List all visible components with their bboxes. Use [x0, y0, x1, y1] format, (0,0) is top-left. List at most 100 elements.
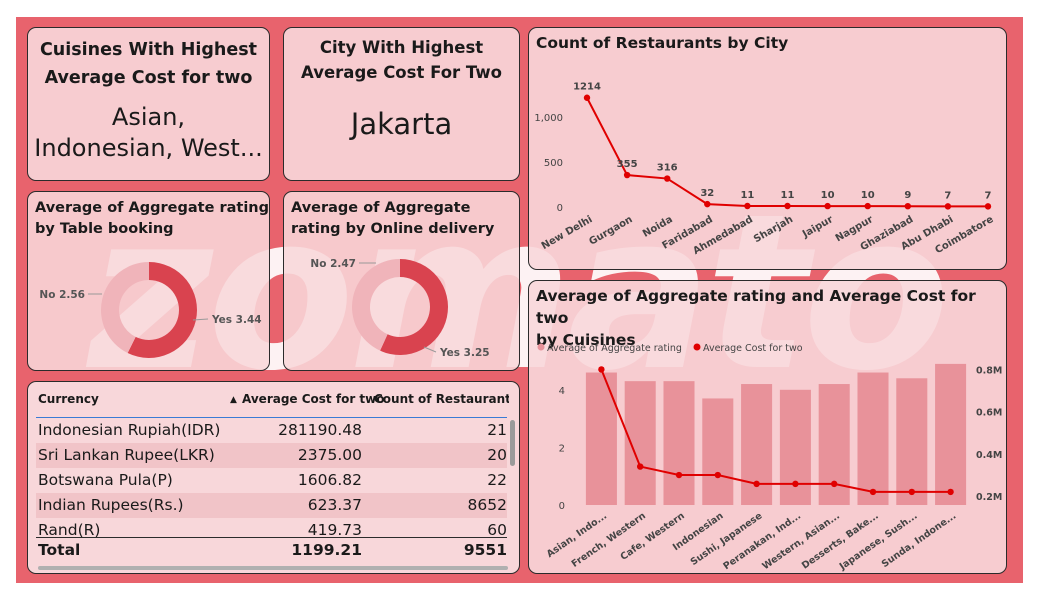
city-data-point[interactable]: [744, 202, 751, 210]
donut-slice-no[interactable]: [351, 259, 400, 351]
cuisine-cost-point[interactable]: [714, 471, 721, 479]
city-data-point[interactable]: [704, 200, 711, 208]
city-data-point[interactable]: [824, 202, 831, 210]
currency-table-card[interactable]: Currency ▲ Average Cost for two Count of…: [27, 381, 520, 574]
kpi-cuisine-card[interactable]: Cuisines With Highest Average Cost for t…: [27, 27, 270, 181]
donut-label-no: No 2.56: [39, 289, 85, 301]
cuisine-rating-bar[interactable]: [857, 372, 889, 505]
cell-currency: Indian Rupees(Rs.): [38, 496, 184, 514]
cuisine-cost-point[interactable]: [598, 366, 605, 373]
restaurants-by-city-card[interactable]: Count of Restaurants by City 0 500 1,000 12…: [528, 27, 1007, 270]
cuisine-cost-point[interactable]: [675, 471, 683, 479]
label-leader-yes: [192, 318, 209, 321]
kpi-city-card[interactable]: City With Highest Average Cost For Two J…: [283, 27, 520, 181]
cell-count: 8652: [467, 496, 507, 514]
legend-label-rating[interactable]: Average of Aggregate rating: [547, 343, 682, 354]
table-booking-title-2: by Table booking: [35, 221, 174, 237]
cuisine-cost-point[interactable]: [637, 463, 644, 470]
y-left-tick-label: 2: [559, 443, 565, 454]
donut-label-yes: Yes 3.25: [439, 347, 490, 359]
cell-count: 22: [487, 471, 507, 489]
city-data-label: 7: [944, 190, 951, 201]
cuisine-chart-title-2: by Cuisines: [536, 331, 636, 349]
cuisine-rating-bar[interactable]: [702, 398, 734, 505]
city-x-tick-label: Jaipur: [800, 214, 835, 241]
table-row[interactable]: Botswana Pula(P) 1606.82 22: [36, 468, 507, 493]
cell-count: 20: [487, 446, 507, 464]
city-data-point[interactable]: [944, 203, 952, 210]
col-header-avg-cost[interactable]: Average Cost for two: [242, 392, 385, 406]
online-delivery-title-1: Average of Aggregate: [291, 200, 471, 216]
table-row[interactable]: Indian Rupees(Rs.) 623.37 8652: [36, 493, 507, 518]
table-total-row: Total 1199.21 9551: [36, 537, 507, 563]
kpi-city-title-2: Average Cost For Two: [301, 63, 502, 82]
currency-table: Currency ▲ Average Cost for two Count of…: [28, 382, 519, 573]
online-delivery-card[interactable]: Average of Aggregate rating by Online de…: [283, 191, 520, 371]
y-left-tick-label: 0: [559, 501, 565, 512]
city-data-label: 1214: [573, 82, 601, 93]
col-header-currency[interactable]: Currency: [38, 392, 99, 406]
donut-slice-yes[interactable]: [127, 262, 197, 358]
city-x-tick-label: New Delhi: [540, 214, 595, 252]
city-data-point[interactable]: [664, 175, 671, 182]
rating-cost-cuisine-chart[interactable]: Average of Aggregate rating Average Cost …: [529, 281, 1007, 574]
cell-avg-cost: 419.73: [307, 521, 362, 537]
legend-label-cost[interactable]: Average Cost for two: [703, 343, 803, 354]
cell-currency: Botswana Pula(P): [38, 471, 173, 489]
legend-marker-rating[interactable]: [537, 343, 545, 351]
cuisine-rating-bar[interactable]: [663, 381, 695, 505]
col-header-count[interactable]: Count of Restaurants: [374, 392, 509, 406]
city-data-point[interactable]: [904, 202, 911, 210]
cuisine-rating-bar[interactable]: [896, 378, 928, 505]
city-data-point[interactable]: [864, 202, 871, 210]
online-delivery-donut[interactable]: No 2.47 Yes 3.25: [284, 192, 520, 371]
rating-cost-cuisine-card[interactable]: Average of Aggregate rating and Average …: [528, 280, 1007, 574]
table-booking-donut[interactable]: No 2.56 Yes 3.44: [28, 192, 270, 371]
donut-slice-yes[interactable]: [380, 259, 448, 355]
cell-currency: Indonesian Rupiah(IDR): [38, 421, 221, 439]
dashboard-canvas: zomato Cuisines With Highest Average Cos…: [16, 17, 1023, 583]
city-data-label: 316: [657, 163, 678, 174]
y-right-tick-label: 0.2M: [976, 492, 1002, 503]
kpi-cuisine-title-2: Average Cost for two: [44, 68, 253, 88]
table-row[interactable]: Rand(R) 419.73 60: [36, 518, 507, 537]
table-booking-card[interactable]: Average of Aggregate rating by Table boo…: [27, 191, 270, 371]
table-body: Indonesian Rupiah(IDR) 281190.48 21 Sri …: [36, 418, 507, 537]
cuisine-cost-point[interactable]: [792, 480, 799, 488]
cuisine-chart-title-1: Average of Aggregate rating and Average …: [536, 287, 976, 327]
cuisine-cost-line[interactable]: [600, 369, 951, 493]
cuisine-rating-bar[interactable]: [779, 389, 811, 505]
cuisine-cost-point[interactable]: [869, 488, 877, 496]
donut-slice-no[interactable]: [100, 262, 149, 353]
kpi-cuisine-value-1: Asian,: [111, 103, 186, 131]
legend-marker-cost[interactable]: [693, 343, 701, 351]
sort-arrow-icon[interactable]: ▲: [230, 395, 237, 405]
city-data-point[interactable]: [623, 171, 631, 179]
cell-avg-cost: 2375.00: [297, 446, 362, 464]
cuisine-cost-point[interactable]: [753, 480, 760, 488]
cuisine-rating-bar[interactable]: [585, 372, 617, 505]
kpi-city-value: Jakarta: [350, 107, 453, 141]
y-right-tick-label: 0.8M: [976, 365, 1002, 376]
city-data-point[interactable]: [984, 203, 992, 210]
cuisine-rating-bar[interactable]: [935, 363, 967, 505]
city-data-label: 10: [861, 190, 875, 201]
city-data-point[interactable]: [784, 202, 791, 210]
cell-currency: Sri Lankan Rupee(LKR): [38, 446, 215, 464]
city-data-label: 10: [821, 190, 835, 201]
vertical-scrollbar[interactable]: [510, 420, 515, 466]
cuisine-cost-point[interactable]: [831, 480, 838, 488]
cuisine-cost-point[interactable]: [908, 488, 915, 496]
kpi-cuisine-title-1: Cuisines With Highest: [39, 40, 258, 60]
table-row[interactable]: Sri Lankan Rupee(LKR) 2375.00 20: [36, 443, 507, 468]
donut-label-yes: Yes 3.44: [211, 314, 262, 326]
cuisine-cost-point[interactable]: [947, 488, 954, 496]
city-data-label: 11: [740, 190, 754, 201]
kpi-city-title-1: City With Highest: [319, 38, 484, 57]
cell-count: 21: [487, 421, 507, 439]
cuisine-rating-bar[interactable]: [624, 381, 656, 505]
horizontal-scrollbar[interactable]: [38, 566, 508, 570]
table-row[interactable]: Indonesian Rupiah(IDR) 281190.48 21: [36, 418, 507, 443]
city-data-point[interactable]: [583, 94, 591, 101]
